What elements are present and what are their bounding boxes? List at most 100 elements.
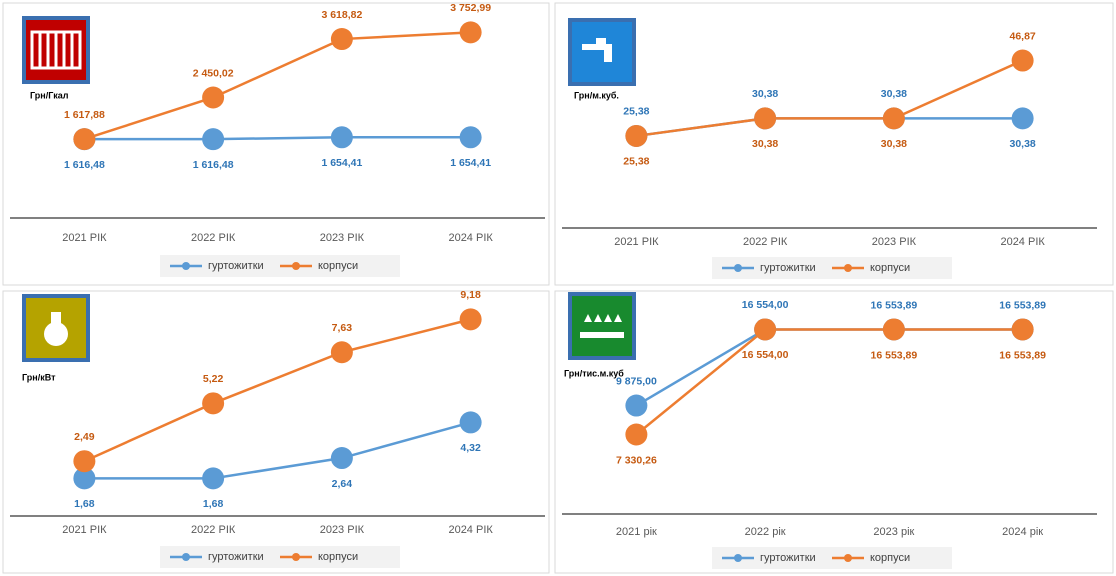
unit-label: Грн/кВт <box>22 372 56 382</box>
point <box>459 21 482 44</box>
point <box>625 394 648 417</box>
legend-label: корпуси <box>870 552 910 564</box>
point <box>73 450 96 473</box>
point <box>1011 318 1034 341</box>
x-tick-label: 2024 РІК <box>1000 236 1045 248</box>
data-label: 30,38 <box>881 88 907 100</box>
point <box>202 86 225 109</box>
legend-label: гуртожитки <box>760 262 816 274</box>
unit-label: Грн/Гкал <box>30 90 69 100</box>
legend-marker <box>844 264 852 272</box>
data-label: 30,38 <box>752 138 778 150</box>
x-tick-label: 2021 РІК <box>62 524 107 536</box>
series-line <box>635 328 1023 436</box>
data-label: 2 450,02 <box>193 67 234 79</box>
x-tick-label: 2022 рік <box>745 526 786 538</box>
icon <box>22 294 90 362</box>
x-tick-label: 2023 РІК <box>320 232 365 244</box>
panel: Грн/Гкал 2021 РІК 2022 РІК 2023 РІК 2024 РІ… <box>2 2 550 286</box>
x-tick-label: 2024 РІК <box>448 232 493 244</box>
panel-border <box>2 2 550 286</box>
legend-marker <box>292 262 300 270</box>
point <box>1011 49 1034 72</box>
x-tick-label: 2024 РІК <box>448 524 493 536</box>
legend-marker <box>292 553 300 561</box>
legend-marker <box>182 262 190 270</box>
point <box>754 318 777 341</box>
data-label: 3 618,82 <box>321 9 362 21</box>
point <box>459 126 482 149</box>
point <box>1011 107 1034 130</box>
icon <box>568 18 636 86</box>
panel: Грн/м.куб. 2021 РІК 2022 РІК 2023 РІК 2024 … <box>554 2 1114 286</box>
data-label: 1 654,41 <box>450 157 491 169</box>
data-label: 1,68 <box>203 498 224 510</box>
data-label: 16 553,89 <box>871 299 918 311</box>
x-tick-label: 2022 РІК <box>743 236 788 248</box>
data-label: 3 752,99 <box>450 2 491 14</box>
point <box>330 341 353 364</box>
legend-label: корпуси <box>318 551 358 563</box>
point <box>202 392 225 415</box>
x-tick-label: 2022 РІК <box>191 524 236 536</box>
data-label: 1 616,48 <box>64 159 105 171</box>
legend-marker <box>734 554 742 562</box>
data-label: 1 617,88 <box>64 109 105 121</box>
point <box>73 467 96 490</box>
point <box>330 126 353 149</box>
data-label: 9,18 <box>460 289 481 301</box>
point <box>459 411 482 434</box>
point <box>459 308 482 331</box>
legend-label: гуртожитки <box>208 260 264 272</box>
point <box>330 447 353 470</box>
data-label: 1,68 <box>74 498 95 510</box>
point <box>73 128 96 151</box>
panel-border <box>554 2 1114 286</box>
data-label: 30,38 <box>881 138 907 150</box>
data-label: 46,87 <box>1009 30 1035 42</box>
data-label: 30,38 <box>1009 138 1035 150</box>
unit-label: Грн/тис.м.куб <box>564 368 624 378</box>
data-label: 9 875,00 <box>616 375 657 387</box>
x-tick-label: 2023 РІК <box>320 524 365 536</box>
x-tick-label: 2021 РІК <box>614 236 659 248</box>
data-label: 7,63 <box>332 322 353 334</box>
series-line <box>84 136 471 141</box>
data-label: 4,32 <box>460 442 481 454</box>
data-label: 25,38 <box>623 156 649 168</box>
data-label: 1 654,41 <box>321 157 362 169</box>
data-label: 16 553,89 <box>999 299 1046 311</box>
data-label: 16 553,89 <box>999 349 1046 361</box>
panel: Грн/кВт 2021 РІК 2022 РІК 2023 РІК 2024 РІК… <box>2 289 550 574</box>
legend-marker <box>844 554 852 562</box>
x-tick-label: 2022 РІК <box>191 232 236 244</box>
panel: Грн/тис.м.куб 2021 рік 2022 рік 2023 рік 20… <box>554 290 1114 574</box>
point <box>625 423 648 446</box>
x-tick-label: 2021 рік <box>616 526 657 538</box>
unit-label: Грн/м.куб. <box>574 90 619 100</box>
panel-border <box>2 290 550 574</box>
data-label: 25,38 <box>623 106 649 118</box>
x-tick-label: 2021 РІК <box>62 232 107 244</box>
point <box>202 467 225 490</box>
point <box>882 318 905 341</box>
series-line <box>83 31 471 141</box>
x-tick-label: 2024 рік <box>1002 526 1043 538</box>
data-label: 16 553,89 <box>871 349 918 361</box>
point <box>882 107 905 130</box>
data-label: 1 616,48 <box>193 159 234 171</box>
panel-border <box>554 290 1114 574</box>
legend-marker <box>734 264 742 272</box>
icon <box>568 292 636 360</box>
legend-label: гуртожитки <box>208 551 264 563</box>
point <box>754 107 777 130</box>
point <box>330 28 353 51</box>
series-line <box>635 328 1023 407</box>
data-label: 7 330,26 <box>616 454 657 466</box>
data-label: 30,38 <box>752 88 778 100</box>
point <box>625 124 648 147</box>
legend-label: гуртожитки <box>760 552 816 564</box>
legend-label: корпуси <box>318 260 358 272</box>
x-tick-label: 2023 рік <box>873 526 914 538</box>
